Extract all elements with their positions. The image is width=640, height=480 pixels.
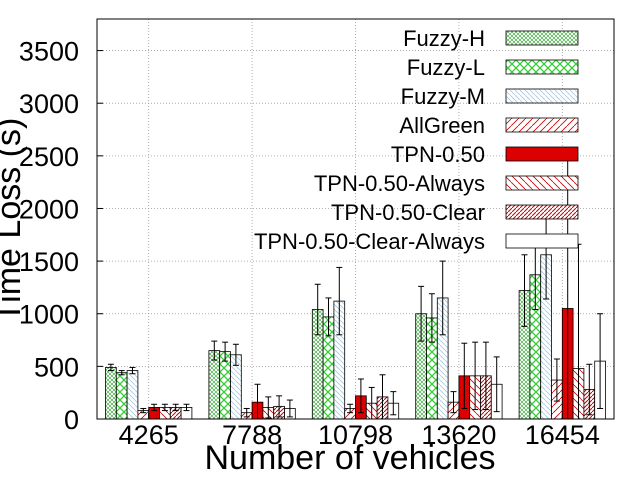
axis-ticks: 0 500 1000 1500 2000 2500 3000 3500 4265 7788 1079… [19, 37, 600, 450]
legend-swatch-fuzzy-h [505, 30, 579, 46]
y-tick-label: 3500 [19, 37, 79, 67]
legend-label-tpn-0-50-clear: TPN-0.50-Clear [331, 200, 485, 225]
legend-label-tpn-0-50-clear-always: TPN-0.50-Clear-Always [254, 229, 485, 254]
legend-swatch-fuzzy-l [505, 59, 579, 75]
legend-label-allgreen: AllGreen [399, 113, 485, 138]
legend-label-fuzzy-m: Fuzzy-M [401, 84, 485, 109]
x-axis-title: Number of vehicles [204, 439, 495, 477]
legend-swatch-fuzzy-m [505, 88, 579, 104]
x-tick-label: 7788 [222, 420, 282, 450]
bar-fuzzy-l-4265 [115, 372, 128, 420]
bar-fuzzy-m-4265 [126, 370, 139, 420]
bar-fuzzy-h-7788 [208, 350, 221, 420]
y-tick-label: 1000 [19, 300, 79, 330]
legend-label-tpn-0-50: TPN-0.50 [391, 142, 485, 167]
legend: Fuzzy-H Fuzzy-L Fuzzy-M AllGreen TPN-0.50 TPN… [254, 26, 579, 254]
legend-label-fuzzy-h: Fuzzy-H [403, 26, 485, 51]
x-tick-label: 4265 [119, 420, 179, 450]
x-tick-label: 16454 [525, 420, 600, 450]
y-tick-label: 1500 [19, 247, 79, 277]
y-tick-label: 0 [64, 405, 79, 435]
legend-swatch-tpn-0-50-clear [505, 204, 579, 220]
y-tick-label: 3000 [19, 89, 79, 119]
bar-fuzzy-l-7788 [219, 351, 231, 420]
y-tick-label: 500 [34, 352, 79, 382]
legend-swatch-allgreen [505, 117, 579, 133]
y-axis-title: Time Loss (s) [0, 118, 28, 323]
y-tick-label: 2500 [19, 142, 79, 172]
x-tick-label: 10798 [318, 420, 393, 450]
bar-fuzzy-h-4265 [105, 367, 117, 420]
y-tick-label: 2000 [19, 194, 79, 224]
legend-label-tpn-0-50-always: TPN-0.50-Always [314, 171, 485, 196]
x-tick-label: 13620 [421, 420, 496, 450]
legend-label-fuzzy-l: Fuzzy-L [407, 55, 485, 80]
legend-swatch-tpn-0-50-clear-always [505, 233, 579, 249]
legend-swatch-tpn-0-50 [505, 146, 579, 162]
legend-swatch-tpn-0-50-always [505, 175, 579, 191]
